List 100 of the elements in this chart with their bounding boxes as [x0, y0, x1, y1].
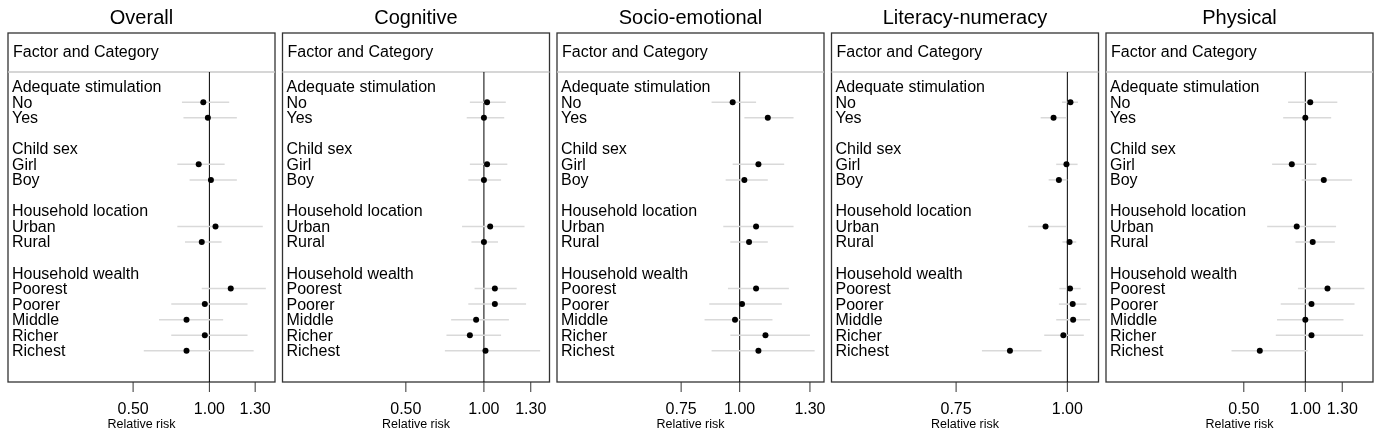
y-tick-label: Rural — [561, 233, 600, 251]
x-axis-title: Relative risk — [381, 417, 451, 429]
y-tick-label: Rural — [286, 233, 325, 251]
y-tick-label: No — [286, 93, 308, 111]
x-tick-label: 0.50 — [1228, 400, 1260, 417]
point — [1050, 114, 1057, 121]
y-tick-label: Adequate stimulation — [286, 78, 436, 96]
point — [466, 332, 473, 339]
y-tick-label: Richer — [1110, 326, 1157, 344]
point — [484, 99, 491, 106]
point — [762, 332, 769, 339]
y-axis-title: Factor and Category — [562, 43, 708, 60]
point — [480, 238, 487, 245]
y-tick-label: Yes — [12, 109, 39, 127]
point — [484, 161, 491, 168]
point — [480, 114, 487, 121]
y-tick-label: Household wealth — [561, 264, 689, 282]
y-tick-label: Middle — [286, 311, 334, 329]
point — [1308, 332, 1315, 339]
y-tick-label: Household wealth — [12, 264, 140, 282]
chart-title: Socio-emotional — [618, 6, 763, 28]
point — [1320, 176, 1327, 183]
y-tick-label: Poorest — [1110, 280, 1166, 298]
point — [764, 114, 771, 121]
y-tick-label: Middle — [1110, 311, 1158, 329]
point — [487, 223, 494, 230]
point — [473, 316, 480, 323]
y-tick-label: Adequate stimulation — [561, 78, 711, 96]
y-axis-title: Factor and Category — [836, 43, 983, 60]
y-axis-title: Factor and Category — [1111, 43, 1257, 60]
y-tick-label: Poorer — [561, 295, 610, 313]
y-tick-label: Adequate stimulation — [835, 78, 985, 96]
y-tick-label: Urban — [1110, 217, 1154, 235]
y-tick-label: Boy — [1110, 171, 1138, 189]
point — [227, 285, 234, 292]
point — [753, 285, 760, 292]
chart-title: Literacy-numeracy — [882, 6, 1048, 28]
y-tick-label: Poorer — [1110, 295, 1159, 313]
point — [746, 238, 753, 245]
point — [1324, 285, 1331, 292]
point — [1302, 114, 1309, 121]
y-tick-label: Richer — [561, 326, 608, 344]
y-tick-label: Yes — [561, 109, 588, 127]
y-tick-label: Yes — [1110, 109, 1137, 127]
y-tick-label: Household wealth — [286, 264, 414, 282]
y-tick-label: Child sex — [12, 140, 78, 158]
point — [1067, 99, 1074, 106]
point — [739, 301, 746, 308]
point — [755, 161, 762, 168]
point — [1256, 347, 1263, 354]
y-tick-label: Boy — [835, 171, 864, 189]
y-tick-label: Boy — [561, 171, 589, 189]
y-tick-label: No — [12, 93, 33, 111]
point — [732, 316, 738, 323]
point — [741, 176, 748, 183]
point — [212, 223, 219, 230]
point — [753, 223, 760, 230]
y-tick-label: Middle — [12, 311, 60, 329]
y-tick-label: No — [1110, 93, 1131, 111]
y-tick-label: Child sex — [561, 140, 627, 158]
x-axis-title: Relative risk — [930, 417, 1000, 429]
y-tick-label: No — [835, 93, 857, 111]
point — [183, 347, 190, 354]
y-tick-label: Richer — [835, 326, 883, 344]
y-tick-label: Yes — [835, 109, 862, 127]
y-tick-label: Adequate stimulation — [12, 78, 162, 96]
point — [195, 161, 202, 168]
point — [198, 238, 205, 245]
point — [1302, 316, 1309, 323]
x-tick-label: 1.00 — [468, 400, 500, 417]
point — [200, 99, 207, 106]
y-tick-label: Household location — [286, 202, 423, 220]
x-axis-title: Relative risk — [107, 417, 177, 429]
x-tick-label: 1.30 — [239, 400, 271, 417]
y-tick-label: Richest — [835, 342, 890, 360]
y-tick-label: Urban — [12, 217, 56, 235]
y-tick-label: Poorest — [286, 280, 343, 298]
x-tick-label: 1.30 — [1326, 400, 1358, 417]
y-tick-label: Adequate stimulation — [1110, 78, 1260, 96]
point — [1006, 347, 1013, 354]
y-tick-label: Child sex — [835, 140, 902, 158]
y-tick-label: Household wealth — [835, 264, 963, 282]
y-tick-label: Household location — [12, 202, 149, 220]
y-tick-label: Boy — [286, 171, 315, 189]
y-tick-label: Poorer — [286, 295, 336, 313]
y-tick-label: Richer — [286, 326, 334, 344]
x-tick-label: 1.30 — [515, 400, 547, 417]
y-tick-label: Child sex — [1110, 140, 1176, 158]
point — [1060, 332, 1067, 339]
y-tick-label: Household location — [835, 202, 972, 220]
y-tick-label: Boy — [12, 171, 40, 189]
point — [201, 301, 208, 308]
y-tick-label: Poorer — [12, 295, 61, 313]
point — [1055, 176, 1062, 183]
chart-title: Cognitive — [374, 6, 458, 28]
y-tick-label: Household location — [561, 202, 698, 220]
y-axis-title: Factor and Category — [13, 43, 159, 60]
point — [755, 347, 762, 354]
point — [491, 301, 498, 308]
y-tick-label: Rural — [1110, 233, 1149, 251]
